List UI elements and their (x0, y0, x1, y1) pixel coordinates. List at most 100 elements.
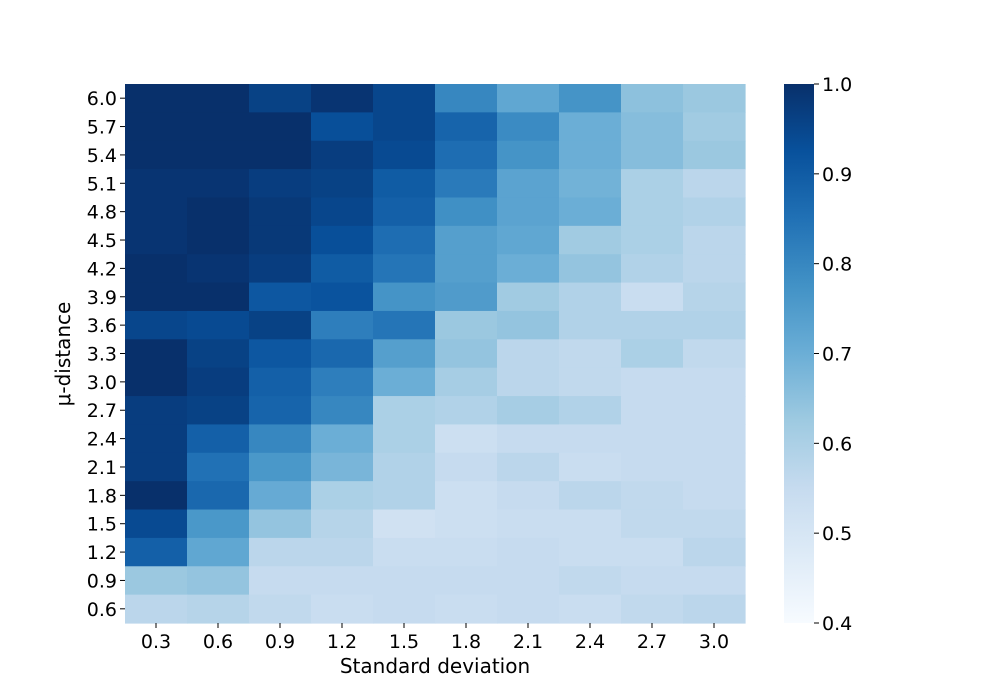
heatmap-cell (311, 481, 374, 511)
heatmap-cell (435, 310, 498, 340)
heatmap-cell (249, 509, 312, 539)
heatmap-cell (683, 509, 746, 539)
heatmap-cell (187, 282, 250, 312)
heatmap-cell (683, 566, 746, 596)
heatmap-cell (435, 566, 498, 596)
heatmap-cell (621, 84, 684, 113)
heatmap-cell (187, 566, 250, 596)
heatmap-cell (125, 396, 188, 426)
heatmap-cell (187, 339, 250, 369)
y-tick-label: 2.7 (87, 400, 117, 422)
heatmap-cell (497, 509, 560, 539)
heatmap-cell (311, 282, 374, 312)
heatmap-cell (559, 367, 622, 397)
heatmap-cell (249, 424, 312, 454)
heatmap-cell (187, 396, 250, 426)
heatmap-cell (249, 594, 312, 624)
y-tick-label: 5.1 (87, 173, 117, 195)
heatmap-cell (373, 197, 436, 227)
heatmap-cell (621, 367, 684, 397)
heatmap-cell (683, 452, 746, 482)
heatmap-cell (373, 84, 436, 113)
y-tick-label: 1.5 (87, 514, 117, 536)
heatmap-cell (435, 509, 498, 539)
heatmap-cell (373, 254, 436, 284)
heatmap-cell (187, 225, 250, 255)
heatmap-cell (497, 396, 560, 426)
x-tick-label: 2.4 (575, 631, 605, 653)
colorbar (784, 84, 814, 623)
heatmap-cell (373, 594, 436, 624)
colorbar-tick-label: 0.4 (822, 613, 852, 635)
heatmap-cell (249, 197, 312, 227)
heatmap-cell (497, 169, 560, 199)
heatmap-cell (249, 140, 312, 170)
y-tick-label: 2.1 (87, 457, 117, 479)
heatmap-cell (249, 566, 312, 596)
x-tick-label: 1.5 (389, 631, 419, 653)
heatmap-cell (373, 339, 436, 369)
heatmap-cell (621, 112, 684, 142)
heatmap-cell (435, 424, 498, 454)
heatmap-cell (559, 339, 622, 369)
heatmap-cell (683, 282, 746, 312)
heatmap-cell (683, 112, 746, 142)
heatmap-cell (125, 594, 188, 624)
heatmap-cell (559, 225, 622, 255)
heatmap-cell (311, 197, 374, 227)
heatmap-cell (621, 254, 684, 284)
heatmap-cell (621, 594, 684, 624)
heatmap-cell (187, 452, 250, 482)
heatmap-cell (621, 396, 684, 426)
heatmap-cell (683, 254, 746, 284)
heatmap-cell (311, 424, 374, 454)
heatmap-cell (621, 566, 684, 596)
heatmap-cell (497, 452, 560, 482)
heatmap-cell (621, 537, 684, 567)
y-tick-label: 3.0 (87, 372, 117, 394)
heatmap-cell (373, 566, 436, 596)
heatmap-cell (125, 452, 188, 482)
heatmap-cell (559, 282, 622, 312)
heatmap-cell (187, 509, 250, 539)
heatmap-cell (621, 339, 684, 369)
heatmap-cell (373, 282, 436, 312)
heatmap-cell (249, 339, 312, 369)
heatmap-cell (683, 481, 746, 511)
heatmap-cell (435, 594, 498, 624)
heatmap-cell (559, 509, 622, 539)
heatmap-cell (621, 509, 684, 539)
heatmap-cell (187, 84, 250, 113)
x-tick-label: 2.7 (637, 631, 667, 653)
heatmap-cell (621, 310, 684, 340)
heatmap-cell (621, 481, 684, 511)
heatmap-cell (435, 367, 498, 397)
heatmap-cell (125, 225, 188, 255)
y-tick-label: 4.5 (87, 230, 117, 252)
heatmap-cell (683, 225, 746, 255)
colorbar-tick-label: 0.8 (822, 254, 852, 276)
heatmap-cell (497, 537, 560, 567)
heatmap-cell (435, 282, 498, 312)
heatmap-cell (435, 481, 498, 511)
heatmap-cell (559, 396, 622, 426)
heatmap-cells (125, 84, 746, 624)
x-tick-label: 1.2 (327, 631, 357, 653)
heatmap-cell (683, 594, 746, 624)
heatmap-cell (125, 197, 188, 227)
x-tick-label: 1.8 (451, 631, 481, 653)
heatmap-cell (497, 225, 560, 255)
heatmap-cell (435, 396, 498, 426)
heatmap-cell (559, 310, 622, 340)
heatmap-cell (683, 537, 746, 567)
heatmap-cell (249, 452, 312, 482)
heatmap-cell (559, 254, 622, 284)
heatmap-cell (683, 84, 746, 113)
heatmap-cell (497, 481, 560, 511)
y-axis-label: μ-distance (51, 302, 75, 407)
x-tick-label: 3.0 (699, 631, 729, 653)
heatmap-cell (497, 594, 560, 624)
x-tick-label: 0.9 (265, 631, 295, 653)
y-tick-label: 1.2 (87, 542, 117, 564)
